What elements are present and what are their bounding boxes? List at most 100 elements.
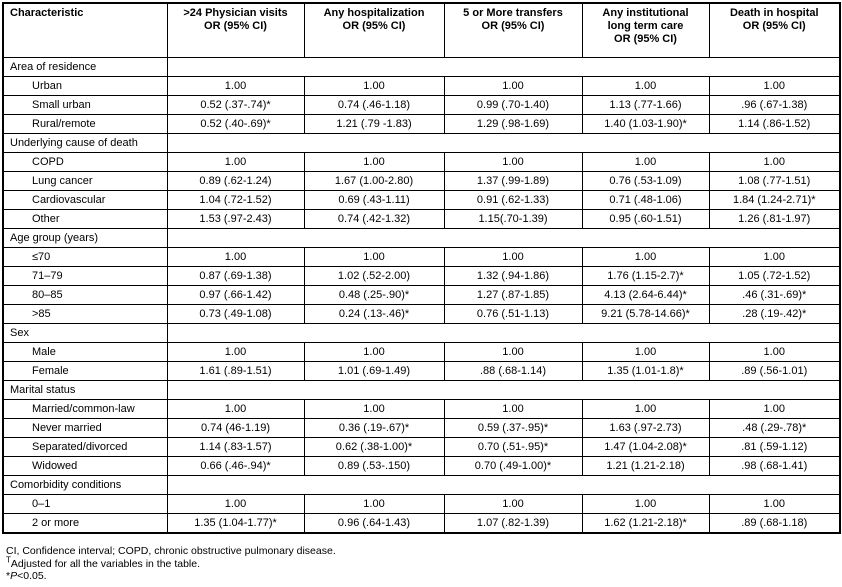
value-cell: 0.74 (.42-1.32) xyxy=(303,209,445,229)
footnote-pvalue-text: <0.05. xyxy=(17,570,47,582)
column-header-physician-visits: >24 Physician visits OR (95% CI) xyxy=(166,2,305,58)
value-cell: 1.29 (.98-1.69) xyxy=(443,114,583,134)
value-cell: 0.69 (.43-1.11) xyxy=(303,190,445,210)
odds-ratio-table: Characteristic >24 Physician visits OR (… xyxy=(2,2,841,534)
row-label-cell: 0–1 xyxy=(2,494,168,514)
value-cell: 1.00 xyxy=(303,399,445,419)
value-cell: 1.00 xyxy=(708,247,841,267)
value-cell: 0.99 (.70-1.40) xyxy=(443,95,583,115)
row-label-cell: ≤70 xyxy=(2,247,168,267)
value-cell: 1.21 (.79 -1.83) xyxy=(303,114,445,134)
value-cell: 1.21 (1.21-2.18) xyxy=(581,456,710,476)
section-label-cell: Comorbidity conditions xyxy=(2,475,168,495)
table-row: Rural/remote 0.52 (.40-.69)* 1.21 (.79 -1.… xyxy=(2,114,841,134)
header-row: Characteristic >24 Physician visits OR (… xyxy=(2,2,841,58)
value-cell: 1.00 xyxy=(581,494,710,514)
value-cell: .98 (.68-1.41) xyxy=(708,456,841,476)
value-cell: 1.00 xyxy=(708,494,841,514)
column-header-long-term-care: Any institutional long term care OR (95%… xyxy=(581,2,710,58)
value-cell: 0.52 (.37-.74)* xyxy=(166,95,305,115)
value-cell: 1.00 xyxy=(708,76,841,96)
value-cell: 1.26 (.81-1.97) xyxy=(708,209,841,229)
table-row: 2 or more 1.35 (1.04-1.77)* 0.96 (.64-1.43… xyxy=(2,513,841,534)
row-label-cell: Widowed xyxy=(2,456,168,476)
value-cell: 0.74 (.46-1.18) xyxy=(303,95,445,115)
table-row: Small urban 0.52 (.37-.74)* 0.74 (.46-1.18… xyxy=(2,95,841,115)
footnotes: CI, Confidence interval; COPD, chronic o… xyxy=(6,545,336,583)
table-row: 71–79 0.87 (.69-1.38) 1.02 (.52-2.00) 1.32 … xyxy=(2,266,841,286)
value-cell: 1.00 xyxy=(581,152,710,172)
value-cell: 1.04 (.72-1.52) xyxy=(166,190,305,210)
value-cell: 0.70 (.51-.95)* xyxy=(443,437,583,457)
table-row: Widowed 0.66 (.46-.94)* 0.89 (.53-.150) 0.7… xyxy=(2,456,841,476)
footnote-abbreviations: CI, Confidence interval; COPD, chronic o… xyxy=(6,545,336,557)
row-label-cell: 2 or more xyxy=(2,513,168,534)
footnote-pvalue: *P<0.05. xyxy=(6,570,336,583)
value-cell: 0.24 (.13-.46)* xyxy=(303,304,445,324)
value-cell: .88 (.68-1.14) xyxy=(443,361,583,381)
section-label-cell: Marital status xyxy=(2,380,168,400)
value-cell: 1.00 xyxy=(303,494,445,514)
value-cell: 1.15(.70-1.39) xyxy=(443,209,583,229)
value-cell: 1.35 (1.01-1.8)* xyxy=(581,361,710,381)
value-cell: 1.62 (1.21-2.18)* xyxy=(581,513,710,534)
value-cell: 1.00 xyxy=(443,152,583,172)
value-cell: 1.76 (1.15-2.7)* xyxy=(581,266,710,286)
table-body: Area of residence Urban 1.00 1.00 1.00 1.00 1.… xyxy=(2,57,841,534)
value-cell: 1.61 (.89-1.51) xyxy=(166,361,305,381)
value-cell: .89 (.68-1.18) xyxy=(708,513,841,534)
value-cell: 1.13 (.77-1.66) xyxy=(581,95,710,115)
value-cell: 1.32 (.94-1.86) xyxy=(443,266,583,286)
value-cell: 0.71 (.48-1.06) xyxy=(581,190,710,210)
value-cell: 0.89 (.53-.150) xyxy=(303,456,445,476)
table-row: COPD 1.00 1.00 1.00 1.00 1.00 xyxy=(2,152,841,172)
value-cell: 1.00 xyxy=(166,76,305,96)
value-cell: 0.66 (.46-.94)* xyxy=(166,456,305,476)
value-cell: .46 (.31-.69)* xyxy=(708,285,841,305)
value-cell: 0.36 (.19-.67)* xyxy=(303,418,445,438)
value-cell: 1.63 (.97-2.73) xyxy=(581,418,710,438)
value-cell: 0.59 (.37-.95)* xyxy=(443,418,583,438)
value-cell: 1.00 xyxy=(581,399,710,419)
value-cell: 1.00 xyxy=(443,76,583,96)
value-cell: 1.00 xyxy=(443,247,583,267)
footnote-adjusted: TAdjusted for all the variables in the t… xyxy=(6,556,336,571)
value-cell: 1.00 xyxy=(581,247,710,267)
table-row: Female 1.61 (.89-1.51) 1.01 (.69-1.49) .88 … xyxy=(2,361,841,381)
row-label-cell: Male xyxy=(2,342,168,362)
value-cell: 1.14 (.86-1.52) xyxy=(708,114,841,134)
table-row: 0–1 1.00 1.00 1.00 1.00 1.00 xyxy=(2,494,841,514)
table-row: Cardiovascular 1.04 (.72-1.52) 0.69 (.43-1… xyxy=(2,190,841,210)
value-cell: 1.00 xyxy=(708,399,841,419)
value-cell: 1.00 xyxy=(443,342,583,362)
value-cell: 1.00 xyxy=(708,342,841,362)
value-cell: 1.35 (1.04-1.77)* xyxy=(166,513,305,534)
value-cell: 0.52 (.40-.69)* xyxy=(166,114,305,134)
row-label-cell: 71–79 xyxy=(2,266,168,286)
section-empty-cell xyxy=(166,133,841,153)
value-cell: .28 (.19-.42)* xyxy=(708,304,841,324)
value-cell: 1.00 xyxy=(581,76,710,96)
section-row: Age group (years) xyxy=(2,228,841,248)
value-cell: .96 (.67-1.38) xyxy=(708,95,841,115)
section-label-cell: Age group (years) xyxy=(2,228,168,248)
value-cell: 1.00 xyxy=(443,399,583,419)
table-row: 80–85 0.97 (.66-1.42) 0.48 (.25-.90)* 1.27 … xyxy=(2,285,841,305)
value-cell: 1.00 xyxy=(303,152,445,172)
section-row: Area of residence xyxy=(2,57,841,77)
value-cell: 0.89 (.62-1.24) xyxy=(166,171,305,191)
value-cell: 4.13 (2.64-6.44)* xyxy=(581,285,710,305)
value-cell: 1.14 (.83-1.57) xyxy=(166,437,305,457)
value-cell: 1.08 (.77-1.51) xyxy=(708,171,841,191)
row-label-cell: Female xyxy=(2,361,168,381)
section-row: Underlying cause of death xyxy=(2,133,841,153)
value-cell: 0.87 (.69-1.38) xyxy=(166,266,305,286)
section-label-cell: Sex xyxy=(2,323,168,343)
column-header-any-hospitalization: Any hospitalization OR (95% CI) xyxy=(303,2,445,58)
value-cell: 1.00 xyxy=(443,494,583,514)
table-row: Married/common-law 1.00 1.00 1.00 1.00 1.00 xyxy=(2,399,841,419)
value-cell: 1.01 (.69-1.49) xyxy=(303,361,445,381)
value-cell: 0.76 (.51-1.13) xyxy=(443,304,583,324)
section-empty-cell xyxy=(166,380,841,400)
